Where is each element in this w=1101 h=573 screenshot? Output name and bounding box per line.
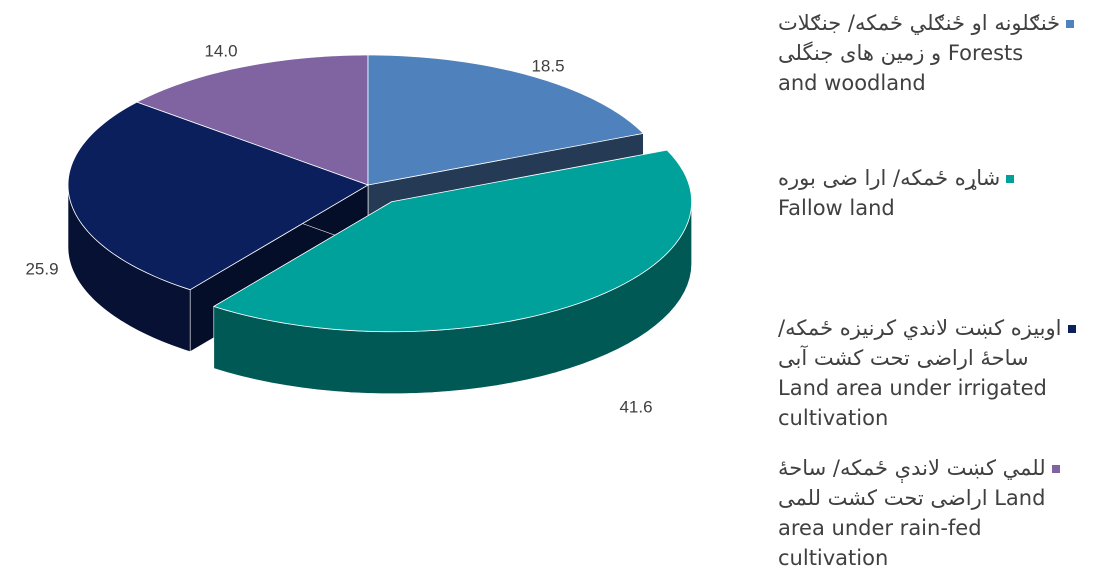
legend-line: ځنګلونه او ځنګلي ځمکه/ جنګلات (778, 10, 1075, 36)
data-label: 25.9 (25, 259, 58, 278)
data-label: 14.0 (204, 41, 237, 60)
legend-line: ساحۀ اراضی تحت کشت آبی (778, 345, 1029, 371)
legend-line: area under rain-fed (778, 515, 982, 541)
legend-text: cultivation (778, 406, 889, 430)
legend-text: area under rain-fed (778, 516, 982, 540)
pie-slice (135, 54, 369, 186)
data-label: 41.6 (619, 397, 652, 416)
legend-text: اوبیزه کښت لاندي کرنیزه ځمکه/ (778, 316, 1062, 340)
legend-line: للمي کښت لاندې ځمکه/ ساحۀ (778, 455, 1060, 481)
legend-line: Forests و زمین های جنگلی (778, 40, 1023, 66)
pie-slice (367, 54, 645, 186)
legend-line: Land اراضی تحت کشت للمی (778, 485, 1045, 511)
pie-slice (212, 149, 693, 333)
pie-area: 18.5 41.6 25.9 14.0 (25, 41, 693, 416)
legend-marker (1051, 465, 1060, 473)
legend-marker (1067, 325, 1076, 333)
legend-line: شاړه ځمکه/ ارا ضی بوره (778, 165, 1015, 191)
legend-text: للمي کښت لاندې ځمکه/ ساحۀ (778, 456, 1046, 480)
legend-line: Land area under irrigated (778, 375, 1047, 401)
pie-slice (67, 101, 369, 291)
legend-line: cultivation (778, 545, 888, 571)
legend-text: ځنګلونه او ځنګلي ځمکه/ جنګلات (778, 11, 1061, 35)
legend-text: Forests و زمین های جنگلی (778, 41, 1024, 65)
legend-text: Land area under irrigated (778, 376, 1047, 400)
legend-text: شاړه ځمکه/ ارا ضی بوره (778, 166, 1001, 190)
legend-text: Fallow land (778, 196, 895, 220)
legend-line: cultivation (778, 405, 888, 431)
legend-line: اوبیزه کښت لاندي کرنیزه ځمکه/ (778, 315, 1076, 341)
legend-line: and woodland (778, 70, 926, 96)
legend-text: and woodland (778, 71, 926, 95)
legend-text: Land اراضی تحت کشت للمی (778, 486, 1046, 510)
legend-marker (1066, 20, 1075, 28)
data-label: 18.5 (531, 56, 564, 75)
legend-line: Fallow land (778, 195, 895, 221)
legend-text: ساحۀ اراضی تحت کشت آبی (778, 346, 1029, 370)
legend-text: cultivation (778, 546, 889, 570)
legend-marker (1006, 175, 1015, 183)
